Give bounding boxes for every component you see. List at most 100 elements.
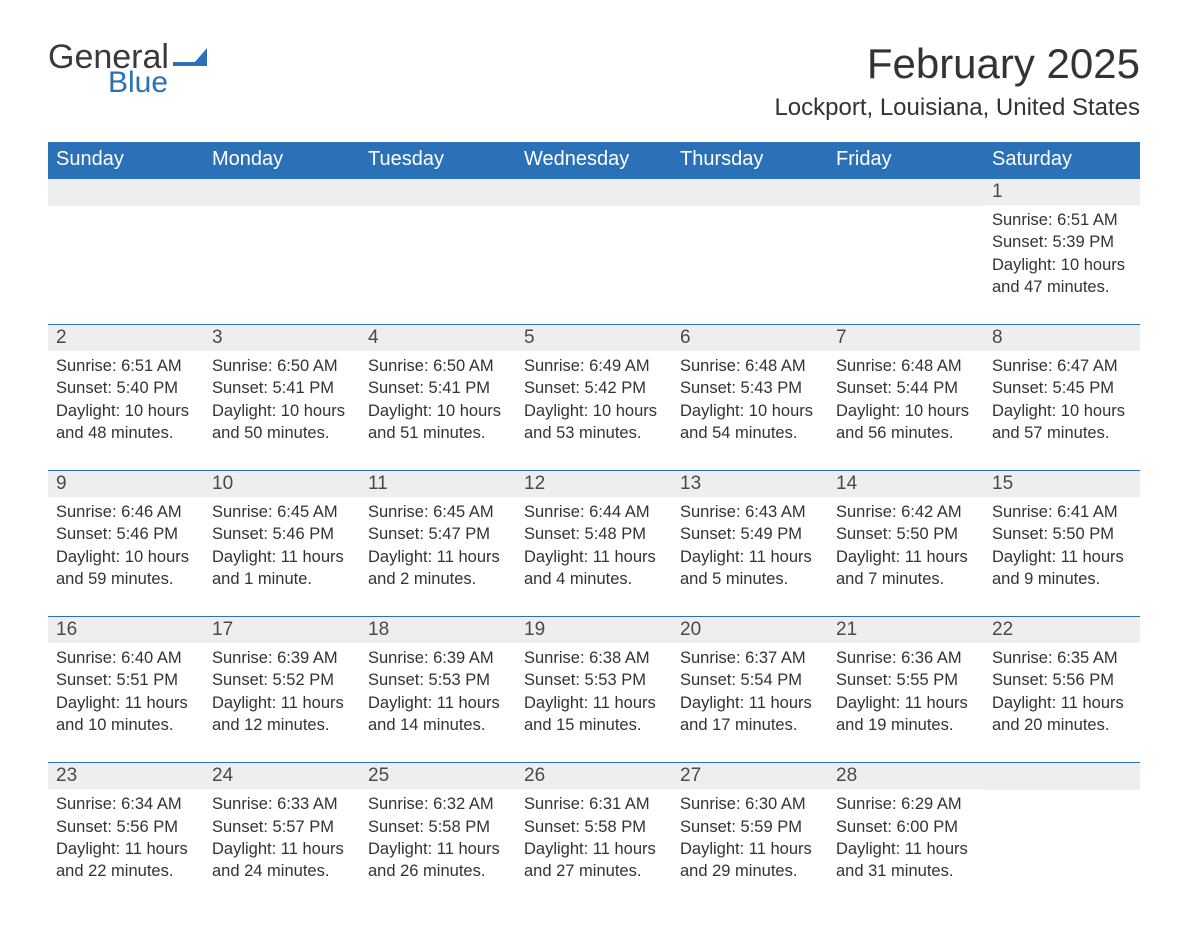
sunset-line: Sunset: 5:46 PM [212, 523, 352, 545]
sunset-line: Sunset: 5:59 PM [680, 816, 820, 838]
sunset-label: Sunset: [56, 379, 117, 397]
daylight-label: Daylight: [212, 840, 281, 858]
sunrise-label: Sunrise: [992, 357, 1057, 375]
sunrise-line: Sunrise: 6:51 AM [56, 355, 196, 377]
sunset-label: Sunset: [56, 818, 117, 836]
day-details: Sunrise: 6:38 AMSunset: 5:53 PMDaylight:… [524, 647, 664, 736]
calendar-day: 19Sunrise: 6:38 AMSunset: 5:53 PMDayligh… [516, 617, 672, 740]
sunrise-line: Sunrise: 6:42 AM [836, 501, 976, 523]
day-details: Sunrise: 6:39 AMSunset: 5:53 PMDaylight:… [368, 647, 508, 736]
day-number: 11 [360, 471, 516, 497]
sunset-line: Sunset: 5:58 PM [368, 816, 508, 838]
sunrise-value: 6:39 AM [277, 649, 338, 667]
sunset-label: Sunset: [680, 671, 741, 689]
page-subtitle: Lockport, Louisiana, United States [774, 94, 1140, 122]
sunset-label: Sunset: [680, 818, 741, 836]
sunset-label: Sunset: [56, 525, 117, 543]
calendar-header-cell: Saturday [984, 142, 1140, 179]
calendar-day [828, 179, 984, 302]
sunrise-value: 6:46 AM [121, 503, 182, 521]
sunrise-value: 6:44 AM [589, 503, 650, 521]
sunset-value: 5:50 PM [1053, 525, 1114, 543]
daylight-label: Daylight: [680, 402, 749, 420]
sunrise-label: Sunrise: [992, 503, 1057, 521]
day-details: Sunrise: 6:45 AMSunset: 5:46 PMDaylight:… [212, 501, 352, 590]
sunrise-value: 6:50 AM [277, 357, 338, 375]
sunrise-line: Sunrise: 6:37 AM [680, 647, 820, 669]
sunset-value: 5:50 PM [897, 525, 958, 543]
sunrise-line: Sunrise: 6:30 AM [680, 793, 820, 815]
daylight-label: Daylight: [992, 694, 1061, 712]
daylight-line: Daylight: 10 hours and 51 minutes. [368, 400, 508, 445]
day-details: Sunrise: 6:41 AMSunset: 5:50 PMDaylight:… [992, 501, 1132, 590]
day-number [204, 179, 360, 206]
daylight-label: Daylight: [56, 694, 125, 712]
day-details: Sunrise: 6:32 AMSunset: 5:58 PMDaylight:… [368, 793, 508, 882]
sunrise-line: Sunrise: 6:45 AM [368, 501, 508, 523]
calendar-day: 7Sunrise: 6:48 AMSunset: 5:44 PMDaylight… [828, 325, 984, 448]
daylight-label: Daylight: [212, 548, 281, 566]
calendar-header-cell: Tuesday [360, 142, 516, 179]
sunset-line: Sunset: 5:51 PM [56, 669, 196, 691]
sunrise-value: 6:45 AM [277, 503, 338, 521]
daylight-label: Daylight: [680, 548, 749, 566]
daylight-line: Daylight: 11 hours and 31 minutes. [836, 838, 976, 883]
sunset-label: Sunset: [836, 818, 897, 836]
sunset-line: Sunset: 5:41 PM [212, 377, 352, 399]
day-number: 10 [204, 471, 360, 497]
sunset-label: Sunset: [992, 671, 1053, 689]
day-number: 26 [516, 763, 672, 789]
sunset-label: Sunset: [836, 671, 897, 689]
day-number: 24 [204, 763, 360, 789]
daylight-label: Daylight: [368, 548, 437, 566]
sunrise-label: Sunrise: [836, 357, 901, 375]
sunrise-line: Sunrise: 6:39 AM [368, 647, 508, 669]
sunrise-line: Sunrise: 6:47 AM [992, 355, 1132, 377]
day-details: Sunrise: 6:35 AMSunset: 5:56 PMDaylight:… [992, 647, 1132, 736]
sunrise-label: Sunrise: [524, 503, 589, 521]
daylight-line: Daylight: 11 hours and 4 minutes. [524, 546, 664, 591]
sunrise-label: Sunrise: [212, 795, 277, 813]
calendar-day [516, 179, 672, 302]
calendar-day: 24 Sunrise: 6:33 AMSunset: 5:57 PMDayligh… [204, 763, 360, 886]
day-details: Sunrise: 6:33 AMSunset: 5:57 PMDaylight:… [212, 793, 352, 882]
calendar-day: 17Sunrise: 6:39 AMSunset: 5:52 PMDayligh… [204, 617, 360, 740]
day-number: 9 [48, 471, 204, 497]
sunset-line: Sunset: 5:39 PM [992, 231, 1132, 253]
sunset-value: 5:44 PM [897, 379, 958, 397]
sunset-line: Sunset: 5:46 PM [56, 523, 196, 545]
day-number: 23 [48, 763, 204, 789]
sunrise-value: 6:50 AM [433, 357, 494, 375]
daylight-line: Daylight: 10 hours and 47 minutes. [992, 254, 1132, 299]
daylight-line: Daylight: 11 hours and 22 minutes. [56, 838, 196, 883]
sunset-value: 5:45 PM [1053, 379, 1114, 397]
sunset-line: Sunset: 5:41 PM [368, 377, 508, 399]
calendar: SundayMondayTuesdayWednesdayThursdayFrid… [48, 142, 1140, 886]
sunrise-line: Sunrise: 6:46 AM [56, 501, 196, 523]
header-block: General Blue February 2025 Lockport, Lou… [48, 40, 1140, 136]
calendar-day: 12Sunrise: 6:44 AMSunset: 5:48 PMDayligh… [516, 471, 672, 594]
sunset-value: 5:52 PM [273, 671, 334, 689]
day-number: 22 [984, 617, 1140, 643]
sunset-label: Sunset: [368, 525, 429, 543]
day-details: Sunrise: 6:42 AMSunset: 5:50 PMDaylight:… [836, 501, 976, 590]
sunrise-value: 6:41 AM [1057, 503, 1118, 521]
day-details: Sunrise: 6:31 AMSunset: 5:58 PMDaylight:… [524, 793, 664, 882]
sunrise-label: Sunrise: [680, 357, 745, 375]
sunrise-line: Sunrise: 6:51 AM [992, 209, 1132, 231]
day-number [984, 763, 1140, 790]
sunrise-value: 6:31 AM [589, 795, 650, 813]
calendar-day: 10Sunrise: 6:45 AMSunset: 5:46 PMDayligh… [204, 471, 360, 594]
calendar-header-cell: Friday [828, 142, 984, 179]
sunrise-value: 6:36 AM [901, 649, 962, 667]
calendar-week: 9Sunrise: 6:46 AMSunset: 5:46 PMDaylight… [48, 470, 1140, 594]
sunset-line: Sunset: 5:50 PM [992, 523, 1132, 545]
calendar-day: 26 Sunrise: 6:31 AMSunset: 5:58 PMDayligh… [516, 763, 672, 886]
sunset-label: Sunset: [368, 379, 429, 397]
day-number: 13 [672, 471, 828, 497]
calendar-day: 3Sunrise: 6:50 AMSunset: 5:41 PMDaylight… [204, 325, 360, 448]
sunrise-value: 6:37 AM [745, 649, 806, 667]
sunset-value: 5:48 PM [585, 525, 646, 543]
sunset-line: Sunset: 5:53 PM [524, 669, 664, 691]
sunset-value: 6:00 PM [897, 818, 958, 836]
